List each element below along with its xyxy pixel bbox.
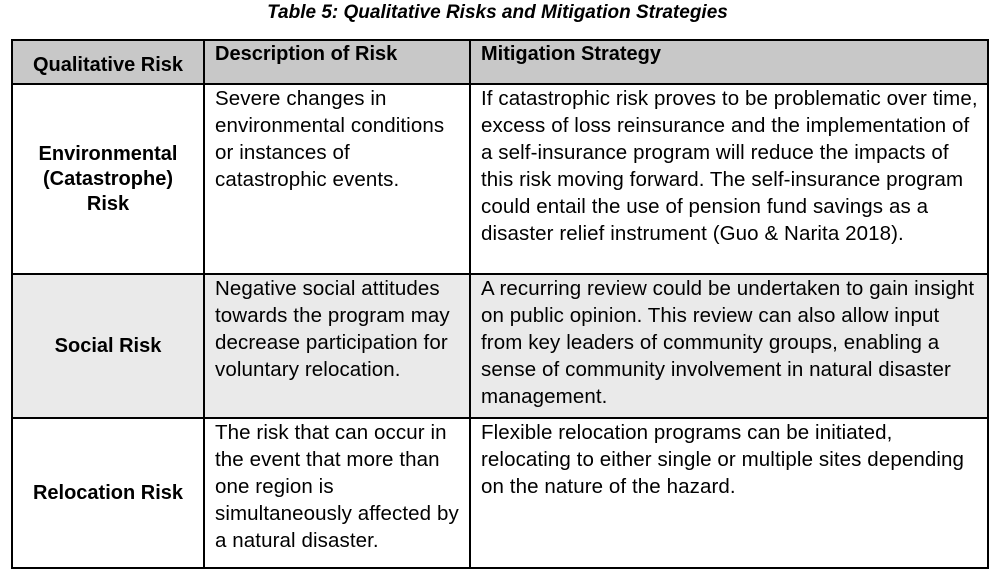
table-caption: Table 5: Qualitative Risks and Mitigatio…	[267, 2, 728, 23]
table-row: Relocation Risk The risk that can occur …	[11, 417, 989, 569]
mitigation-cell: If catastrophic risk proves to be proble…	[469, 83, 989, 275]
description-cell: Severe changes in environmental conditio…	[203, 83, 471, 275]
risk-name-line: Risk	[86, 192, 130, 215]
risk-name-line: Environmental	[38, 142, 178, 165]
header-description: Description of Risk	[203, 39, 471, 85]
risk-name-cell: Environmental (Catastrophe) Risk	[11, 83, 205, 275]
table-row: Social Risk Negative social attitudes to…	[11, 273, 989, 419]
mitigation-cell: A recurring review could be undertaken t…	[469, 273, 989, 419]
mitigation-cell: Flexible relocation programs can be init…	[469, 417, 989, 569]
table-row: Environmental (Catastrophe) Risk Severe …	[11, 83, 989, 275]
table-header-row: Qualitative Risk Description of Risk Mit…	[11, 39, 989, 85]
risk-name-cell: Social Risk	[11, 273, 205, 419]
description-cell: Negative social attitudes towards the pr…	[203, 273, 471, 419]
risk-name-cell: Relocation Risk	[11, 417, 205, 569]
risk-name-line: Relocation Risk	[32, 481, 184, 504]
header-mitigation: Mitigation Strategy	[469, 39, 989, 85]
risk-table: Qualitative Risk Description of Risk Mit…	[11, 39, 989, 569]
risk-name-line: (Catastrophe)	[42, 167, 173, 190]
description-cell: The risk that can occur in the event tha…	[203, 417, 471, 569]
header-qualitative-risk: Qualitative Risk	[11, 39, 205, 85]
risk-name-line: Social Risk	[54, 334, 162, 357]
